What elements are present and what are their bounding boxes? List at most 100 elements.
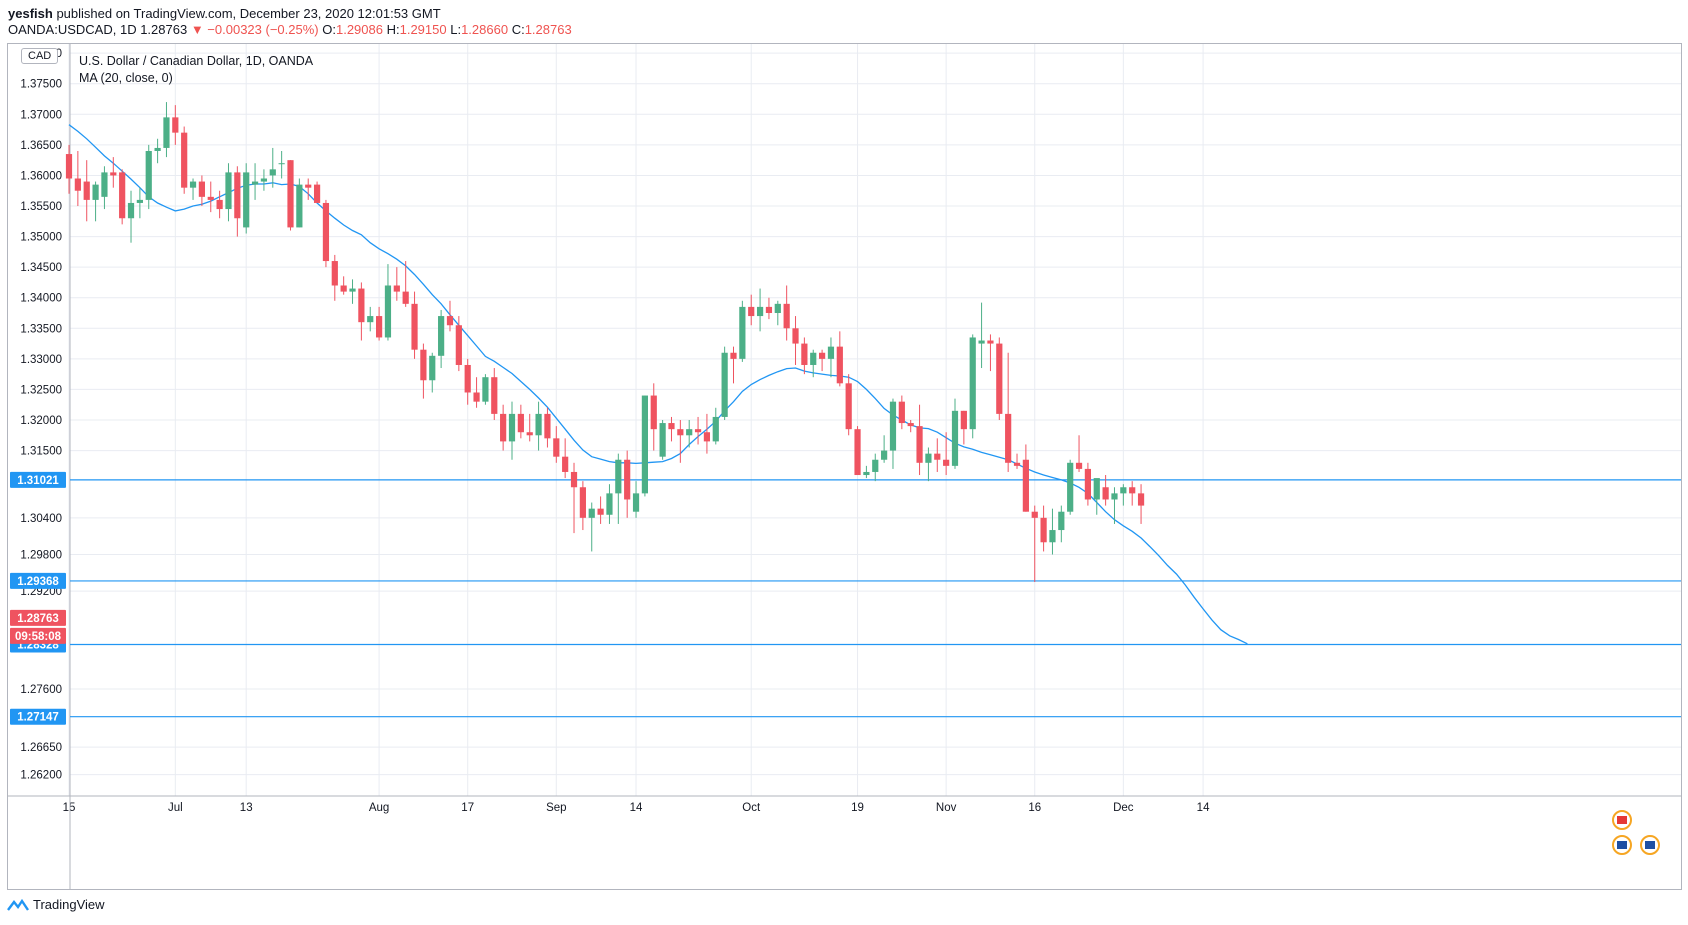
candle-down[interactable] <box>287 160 294 228</box>
candle-down[interactable] <box>74 178 81 191</box>
candle-down[interactable] <box>181 132 188 188</box>
candle-up[interactable] <box>810 352 817 365</box>
candle-up[interactable] <box>951 410 959 466</box>
candle-down[interactable] <box>464 364 471 393</box>
candle-up[interactable] <box>978 340 985 344</box>
candle-up[interactable] <box>278 163 285 165</box>
candle-down[interactable] <box>1137 493 1145 506</box>
candle-up[interactable] <box>260 178 268 182</box>
candle-up[interactable] <box>384 285 392 338</box>
candle-down[interactable] <box>1031 511 1038 518</box>
hline-price-label[interactable]: 1.29368 <box>17 576 59 588</box>
candle-down[interactable] <box>748 306 755 317</box>
candle-up[interactable] <box>632 493 640 512</box>
candle-down[interactable] <box>783 303 790 329</box>
candle-up[interactable] <box>127 202 135 219</box>
candle-up[interactable] <box>189 181 197 188</box>
candle-down[interactable] <box>960 410 967 430</box>
candle-down[interactable] <box>65 154 73 179</box>
candle-down[interactable] <box>234 172 241 219</box>
publisher-name[interactable]: yesfish <box>8 6 53 21</box>
candle-down[interactable] <box>819 352 826 359</box>
candle-down[interactable] <box>987 340 994 344</box>
candle-down[interactable] <box>358 288 365 323</box>
candle-down[interactable] <box>402 291 409 304</box>
candle-down[interactable] <box>393 285 400 292</box>
candle-down[interactable] <box>597 508 604 515</box>
candle-up[interactable] <box>889 401 897 451</box>
candle-down[interactable] <box>446 316 454 326</box>
candle-up[interactable] <box>136 199 143 203</box>
candle-down[interactable] <box>110 172 117 176</box>
hline-price-label[interactable]: 1.27147 <box>17 712 59 724</box>
candle-down[interactable] <box>730 352 737 359</box>
candle-up[interactable] <box>721 352 728 417</box>
candle-down[interactable] <box>207 196 214 200</box>
candle-up[interactable] <box>969 337 976 430</box>
candle-down[interactable] <box>579 487 586 518</box>
candle-up[interactable] <box>925 453 932 463</box>
candle-down[interactable] <box>313 184 321 203</box>
candle-down[interactable] <box>198 181 205 197</box>
candle-down[interactable] <box>801 343 808 365</box>
candle-down[interactable] <box>553 438 560 457</box>
candle-down[interactable] <box>1013 462 1021 466</box>
candle-down[interactable] <box>517 413 524 433</box>
candle-down[interactable] <box>216 199 223 210</box>
candle-up[interactable] <box>251 181 259 185</box>
candle-down[interactable] <box>526 432 533 436</box>
candle-up[interactable] <box>1093 478 1100 500</box>
candle-down[interactable] <box>836 346 843 384</box>
candle-up[interactable] <box>686 429 693 436</box>
candle-down[interactable] <box>854 429 861 476</box>
candle-down[interactable] <box>411 303 418 350</box>
candle-up[interactable] <box>756 306 764 317</box>
candle-down[interactable] <box>562 456 569 472</box>
candle-up[interactable] <box>1067 462 1074 512</box>
candle-up[interactable] <box>101 172 108 197</box>
ma-legend[interactable]: MA (20, close, 0) <box>79 71 173 85</box>
candle-up[interactable] <box>508 413 516 442</box>
candle-up[interactable] <box>1049 530 1056 543</box>
candle-down[interactable] <box>544 413 551 439</box>
candle-down[interactable] <box>703 432 711 442</box>
candle-down[interactable] <box>500 413 507 442</box>
candle-up[interactable] <box>92 184 99 200</box>
candle-down[interactable] <box>765 306 773 314</box>
candle-down[interactable] <box>996 343 1003 414</box>
last-price-label[interactable]: 1.28763 <box>17 613 59 625</box>
currency-badge[interactable]: CAD <box>21 48 59 64</box>
candle-up[interactable] <box>712 416 719 442</box>
candle-down[interactable] <box>907 423 914 427</box>
hline-price-label[interactable]: 1.31021 <box>17 475 59 487</box>
candle-up[interactable] <box>154 147 161 151</box>
candle-down[interactable] <box>119 172 126 219</box>
candle-down[interactable] <box>322 202 330 262</box>
candle-down[interactable] <box>340 285 347 292</box>
candle-up[interactable] <box>739 306 746 359</box>
candle-up[interactable] <box>145 150 152 200</box>
candle-up[interactable] <box>881 450 888 460</box>
candle-down[interactable] <box>1102 487 1109 500</box>
candle-down[interactable] <box>570 471 578 488</box>
candle-down[interactable] <box>172 117 179 133</box>
candle-down[interactable] <box>943 459 950 466</box>
candle-up[interactable] <box>429 355 436 381</box>
candle-down[interactable] <box>650 395 657 430</box>
candle-up[interactable] <box>296 184 303 228</box>
candle-down[interactable] <box>473 392 480 402</box>
candle-down[interactable] <box>916 426 923 463</box>
candle-down[interactable] <box>1129 487 1136 494</box>
candle-down[interactable] <box>331 261 338 286</box>
candle-up[interactable] <box>863 471 870 476</box>
candle-up[interactable] <box>225 172 232 210</box>
countdown-label[interactable]: 09:58:08 <box>15 631 62 643</box>
candle-down[interactable] <box>845 383 852 430</box>
candle-up[interactable] <box>367 316 374 323</box>
candle-up[interactable] <box>606 493 613 515</box>
candle-down[interactable] <box>1005 413 1012 463</box>
candle-up[interactable] <box>163 117 170 148</box>
candle-up[interactable] <box>535 413 542 436</box>
candle-down[interactable] <box>83 181 90 200</box>
candle-up[interactable] <box>1058 511 1065 531</box>
